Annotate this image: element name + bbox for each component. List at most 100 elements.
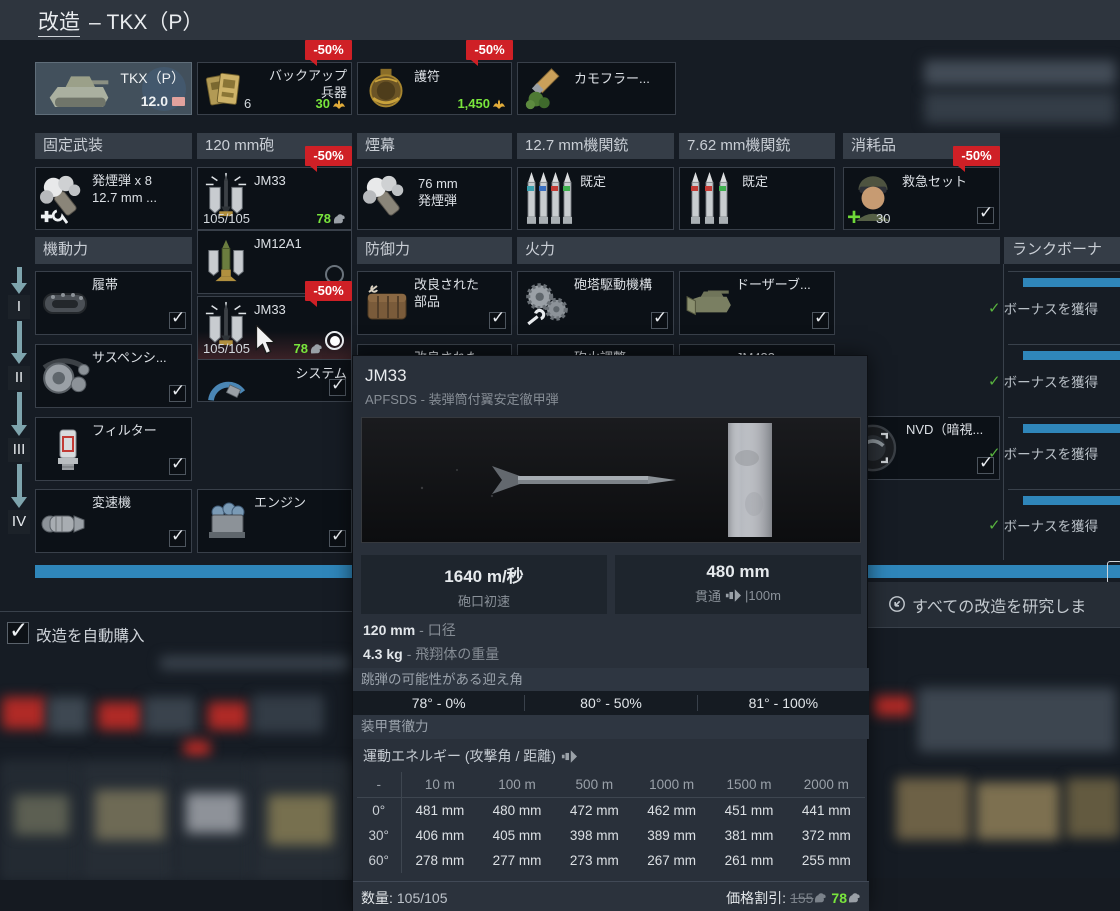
- auto-buy-checkbox-checked[interactable]: [7, 617, 29, 644]
- bonus-row: ✓ ボーナスを獲得: [988, 443, 1098, 463]
- bullet-icon: [562, 172, 573, 225]
- checkbox-checked[interactable]: [169, 454, 186, 475]
- mod-title: エンジン: [254, 495, 307, 510]
- mod-card-tracks[interactable]: 履帯: [35, 271, 192, 335]
- checkbox-checked[interactable]: [329, 526, 346, 547]
- checkbox-checked[interactable]: [977, 203, 994, 224]
- checkbox-checked[interactable]: [977, 453, 994, 474]
- ammo-card-jm33-selected[interactable]: JM33 105/105 78: [197, 296, 352, 360]
- mod-card-engine[interactable]: エンジン: [197, 489, 352, 553]
- vehicle-card[interactable]: TKX（P） 12.0: [35, 62, 192, 115]
- mod-card-jm33-current[interactable]: JM33 105/105 78: [197, 167, 352, 230]
- mod-title: フィルター: [92, 423, 157, 438]
- mod-card-smoke-launcher[interactable]: 発煙弾 x 8 12.7 mm ...: [35, 167, 192, 230]
- bonus-separator: [1008, 417, 1120, 418]
- pen-value: 381 mm: [724, 828, 774, 843]
- col-header: 10 m: [401, 772, 479, 798]
- check-icon: ✓: [988, 300, 1001, 317]
- backup-vehicle-card[interactable]: バックアップ 兵器 6 30: [197, 62, 352, 115]
- mod-card-turret-drive[interactable]: 砲塔駆動機構: [517, 271, 674, 335]
- col-header: 1000 m: [632, 772, 711, 798]
- smoke-grenade-icon: [363, 173, 409, 219]
- belt-stripe: [691, 186, 698, 191]
- checkbox-checked[interactable]: [329, 375, 346, 396]
- row-angle: 60°: [357, 848, 402, 873]
- pen-value: 277 mm: [492, 853, 542, 868]
- table-row: 0° 481 mm 480 mm 472 mm 462 mm 451 mm 44…: [357, 797, 865, 823]
- backup-title: バックアップ 兵器: [250, 68, 347, 102]
- mod-title: ドーザーブ...: [736, 277, 811, 292]
- ricochet-angles-row: 78° - 0% 80° - 50% 81° - 100%: [353, 691, 869, 715]
- price-row: 価格割引: 155 78: [726, 888, 861, 908]
- turret-drive-icon: [522, 278, 572, 328]
- mod-card-dozer-blade[interactable]: ドーザーブ...: [679, 271, 835, 335]
- header-127mm-mg: 12.7 mm機関銃: [517, 133, 674, 159]
- bonus-row: ✓ ボーナスを獲得: [988, 515, 1098, 535]
- col-header: 100 m: [478, 772, 556, 798]
- mod-title: JM33: [254, 173, 286, 188]
- research-all-label: すべての改造を研究しま: [912, 599, 1087, 616]
- research-all-button[interactable]: すべての改造を研究しま: [858, 582, 1120, 627]
- checkbox-checked[interactable]: [812, 308, 829, 329]
- camouflage-card[interactable]: カモフラー...: [517, 62, 676, 115]
- mod-title: サスペンシ...: [92, 350, 167, 365]
- col-header: 500 m: [555, 772, 633, 798]
- transmission-icon: [40, 498, 88, 546]
- ammo-title: JM12A1: [254, 236, 302, 251]
- blur-blob: [1066, 778, 1120, 838]
- wrench-plus-icon: [40, 207, 68, 226]
- mod-card-762mm-belt[interactable]: 既定: [679, 167, 835, 230]
- talisman-card[interactable]: 護符 1,450: [357, 62, 512, 115]
- check-icon: ✓: [988, 445, 1001, 462]
- apfsds-dart-image: [420, 423, 772, 537]
- rank-down-arrow-icon: [11, 353, 27, 364]
- checkbox-checked[interactable]: [651, 308, 668, 329]
- mod-title: 救急セット: [902, 174, 968, 189]
- silver-lion-icon: [848, 892, 861, 904]
- mod-card-suspension[interactable]: サスペンシ...: [35, 344, 192, 408]
- auto-buy-label[interactable]: 改造を自動購入: [36, 628, 145, 645]
- new-price: 78: [831, 890, 861, 906]
- rank-label-2: II: [8, 366, 30, 390]
- tank-icon: [38, 71, 120, 111]
- mod-card-first-aid-kit[interactable]: 救急セット + 30: [843, 167, 1000, 231]
- mod-title-line1: 発煙弾 x 8: [92, 173, 152, 188]
- page-title: 改造 – TKX（P）: [38, 6, 203, 37]
- divider: [858, 627, 1120, 628]
- blur-blob: [14, 795, 69, 835]
- new-price-value: 78: [831, 890, 847, 906]
- bonus-label: ボーナスを獲得: [1003, 519, 1099, 534]
- table-header-row: - 10 m 100 m 500 m 1000 m 1500 m 2000 m: [357, 772, 865, 798]
- header-fixed-armament: 固定武装: [35, 133, 192, 159]
- header-mobility: 機動力: [35, 237, 192, 264]
- plus-icon: +: [847, 204, 862, 231]
- bonus-separator: [1008, 344, 1120, 345]
- belt-stripe: [563, 186, 570, 191]
- mod-card-improved-parts[interactable]: 改良された 部品: [357, 271, 512, 335]
- progress-handle[interactable]: [1107, 561, 1120, 584]
- pen-value: 451 mm: [724, 803, 774, 818]
- blur-blob: [268, 795, 333, 845]
- stat-suffix: |100m: [745, 588, 781, 603]
- col-header: -: [357, 772, 402, 798]
- header-smoke-screen: 煙幕: [357, 133, 512, 159]
- rank-arrow-shaft: [17, 464, 22, 497]
- mod-card-76mm-smoke[interactable]: 76 mm 発煙弾: [357, 167, 512, 230]
- mod-card-filter[interactable]: フィルター: [35, 417, 192, 481]
- checkbox-checked[interactable]: [169, 381, 186, 402]
- ricochet-angle: 78° - 0%: [411, 695, 466, 711]
- checkbox-checked[interactable]: [489, 308, 506, 329]
- mod-title: 76 mm 発煙弾: [418, 176, 507, 210]
- checkbox-checked[interactable]: [169, 526, 186, 547]
- pen-value: 372 mm: [801, 828, 851, 843]
- ammo-radio-selected[interactable]: [325, 331, 344, 350]
- belt-stripe: [539, 186, 546, 191]
- tracks-icon: [41, 280, 89, 328]
- mod-title: 発煙弾 x 8 12.7 mm ...: [92, 173, 187, 207]
- mod-card-transmission[interactable]: 変速機: [35, 489, 192, 553]
- mod-card-nvd[interactable]: NVD（暗視...: [843, 416, 1000, 480]
- mod-card-127mm-belt[interactable]: 既定: [517, 167, 674, 230]
- checkbox-checked[interactable]: [169, 308, 186, 329]
- pen-value: 405 mm: [492, 828, 542, 843]
- discount-badge: -50%: [305, 40, 352, 66]
